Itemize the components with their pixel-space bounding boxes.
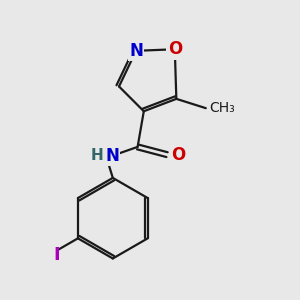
Text: CH₃: CH₃ (209, 101, 235, 115)
Text: O: O (168, 40, 182, 58)
Text: O: O (171, 146, 185, 164)
Text: N: N (105, 147, 119, 165)
Text: H: H (91, 148, 104, 163)
Text: N: N (129, 42, 143, 60)
Text: I: I (53, 246, 59, 264)
